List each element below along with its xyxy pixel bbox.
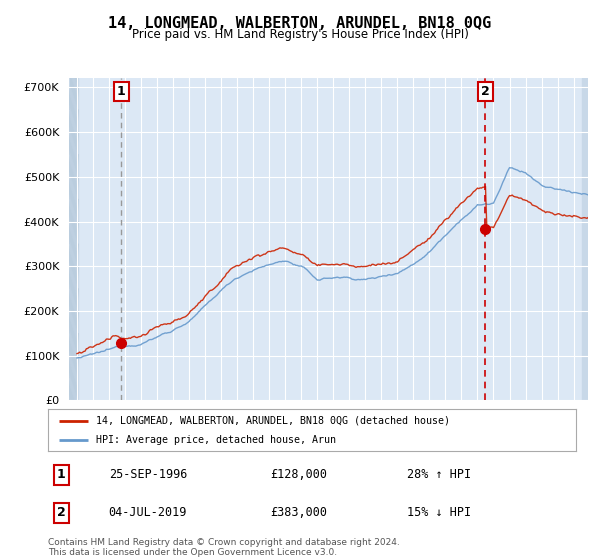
Text: 2: 2 xyxy=(481,85,490,98)
Text: 1: 1 xyxy=(57,468,65,482)
Bar xyxy=(69,78,78,400)
Text: 2: 2 xyxy=(57,506,65,520)
Text: 15% ↓ HPI: 15% ↓ HPI xyxy=(407,506,471,520)
Text: 04-JUL-2019: 04-JUL-2019 xyxy=(109,506,187,520)
Text: 25-SEP-1996: 25-SEP-1996 xyxy=(109,468,187,482)
Text: HPI: Average price, detached house, Arun: HPI: Average price, detached house, Arun xyxy=(95,435,335,445)
Text: 1: 1 xyxy=(116,85,125,98)
Text: £128,000: £128,000 xyxy=(270,468,327,482)
Bar xyxy=(581,78,588,400)
Text: 14, LONGMEAD, WALBERTON, ARUNDEL, BN18 0QG (detached house): 14, LONGMEAD, WALBERTON, ARUNDEL, BN18 0… xyxy=(95,416,449,426)
Text: Price paid vs. HM Land Registry's House Price Index (HPI): Price paid vs. HM Land Registry's House … xyxy=(131,28,469,41)
Text: 28% ↑ HPI: 28% ↑ HPI xyxy=(407,468,471,482)
Text: 14, LONGMEAD, WALBERTON, ARUNDEL, BN18 0QG: 14, LONGMEAD, WALBERTON, ARUNDEL, BN18 0… xyxy=(109,16,491,31)
Text: £383,000: £383,000 xyxy=(270,506,327,520)
Text: Contains HM Land Registry data © Crown copyright and database right 2024.
This d: Contains HM Land Registry data © Crown c… xyxy=(48,538,400,557)
